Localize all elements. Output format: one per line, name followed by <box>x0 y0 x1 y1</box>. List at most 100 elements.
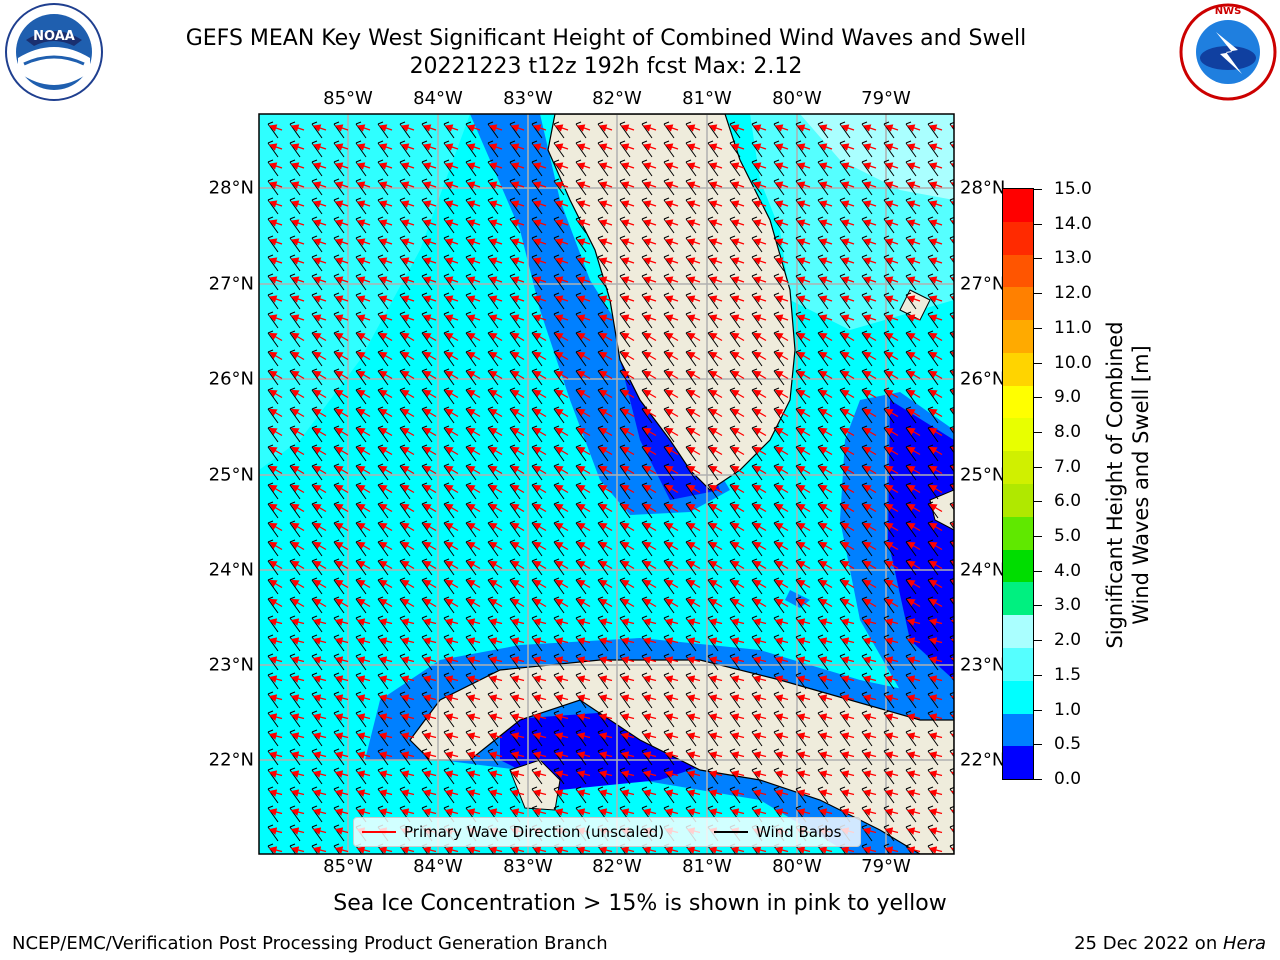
lon-tick-top: 84°W <box>413 88 463 109</box>
footer-host: Hera <box>1222 933 1266 954</box>
wave-band-2p0-atlantic <box>800 114 954 200</box>
colorbar-tick-mark <box>1034 744 1042 746</box>
colorbar-segment <box>1003 418 1033 452</box>
colorbar-tick-mark <box>1034 605 1042 607</box>
legend-red-line <box>362 831 396 833</box>
colorbar-segment <box>1003 352 1033 386</box>
footer-credit: NCEP/EMC/Verification Post Processing Pr… <box>12 933 608 954</box>
colorbar-tick-mark <box>1034 501 1042 503</box>
colorbar-segment <box>1003 189 1033 222</box>
chart-title: GEFS MEAN Key West Significant Height of… <box>185 26 1027 51</box>
colorbar-tick-label: 14.0 <box>1054 213 1092 234</box>
colorbar-segment <box>1003 287 1033 321</box>
lat-tick-right: 22°N <box>960 749 1006 771</box>
colorbar-tick-label: 10.0 <box>1054 352 1092 373</box>
colorbar-segment <box>1003 746 1033 780</box>
chart-subtitle-run: 20221223 t12z 192h fcst Max: 2.12 <box>409 54 803 79</box>
lat-tick-right: 23°N <box>960 654 1006 676</box>
colorbar-tick-mark <box>1034 674 1042 676</box>
colorbar-label-line2: Wind Waves and Swell [m] <box>1129 345 1153 625</box>
colorbar-segment <box>1003 451 1033 485</box>
lon-tick-top: 83°W <box>503 88 553 109</box>
colorbar-tick-label: 15.0 <box>1054 179 1092 199</box>
colorbar-segment <box>1003 385 1033 419</box>
colorbar-tick-mark <box>1034 223 1042 225</box>
lon-tick-top: 79°W <box>861 88 911 109</box>
lon-tick-top: 80°W <box>772 88 822 109</box>
colorbar-tick-label: 5.0 <box>1054 526 1082 547</box>
lat-tick-right: 25°N <box>960 464 1006 486</box>
colorbar-segment <box>1003 680 1033 714</box>
legend-wind-label: Wind Barbs <box>756 823 842 841</box>
colorbar-tick-mark <box>1034 709 1042 711</box>
colorbar-tick-label: 8.0 <box>1054 421 1082 442</box>
wave-band-1p5-gulf <box>259 114 470 470</box>
lat-tick-right: 26°N <box>960 368 1006 390</box>
lat-tick-left: 27°N <box>208 273 254 295</box>
lat-tick-left: 22°N <box>208 749 254 771</box>
colorbar-tick-label: 1.5 <box>1054 664 1082 685</box>
colorbar-tick-mark <box>1034 397 1042 399</box>
colorbar-segment <box>1003 549 1033 583</box>
colorbar-tick-label: 7.0 <box>1054 456 1082 477</box>
colorbar-tick-label: 2.0 <box>1054 630 1082 651</box>
colorbar-segment <box>1003 713 1033 747</box>
colorbar-segment <box>1003 221 1033 255</box>
lat-tick-right: 27°N <box>960 273 1006 295</box>
nws-logo: NWS <box>1179 3 1277 101</box>
footer-date: 25 Dec 2022 on Hera <box>1074 933 1266 954</box>
lat-tick-right: 28°N <box>960 177 1006 199</box>
colorbar-segment <box>1003 254 1033 288</box>
colorbar-tick-label: 0.5 <box>1054 734 1082 755</box>
lon-tick-bottom: 82°W <box>592 856 642 877</box>
colorbar-tick-label: 3.0 <box>1054 595 1082 616</box>
lon-tick-bottom: 80°W <box>772 856 822 877</box>
colorbar-segment <box>1003 516 1033 550</box>
lat-tick-left: 26°N <box>208 368 254 390</box>
lon-tick-bottom: 84°W <box>413 856 463 877</box>
lat-tick-right: 24°N <box>960 559 1006 581</box>
colorbar-tick-mark <box>1034 362 1042 364</box>
noaa-logo: NOAA <box>5 3 103 101</box>
footer-date-text: 25 Dec 2022 on <box>1074 933 1223 954</box>
colorbar-label: Significant Height of Combined Wind Wave… <box>1102 275 1154 695</box>
colorbar <box>1002 188 1034 780</box>
colorbar-segment <box>1003 615 1033 648</box>
colorbar-tick-label: 11.0 <box>1054 317 1092 338</box>
sea-ice-note: Sea Ice Concentration > 15% is shown in … <box>333 891 947 916</box>
colorbar-tick-mark <box>1034 570 1042 572</box>
lon-tick-bottom: 79°W <box>861 856 911 877</box>
colorbar-tick-mark <box>1034 640 1042 642</box>
legend-item-wind-barbs: Wind Barbs <box>714 823 841 841</box>
colorbar-tick-mark <box>1034 189 1042 190</box>
colorbar-tick-mark <box>1034 431 1042 433</box>
colorbar-segment <box>1003 320 1033 353</box>
lat-tick-left: 25°N <box>208 464 254 486</box>
legend-item-wave-direction: Primary Wave Direction (unscaled) <box>362 823 664 841</box>
colorbar-tick-label: 12.0 <box>1054 283 1092 304</box>
colorbar-tick-mark <box>1034 466 1042 468</box>
lon-tick-bottom: 85°W <box>323 856 373 877</box>
colorbar-label-line1: Significant Height of Combined <box>1103 321 1127 649</box>
noaa-logo-text: NOAA <box>33 29 75 44</box>
lat-tick-left: 23°N <box>208 654 254 676</box>
lat-tick-left: 28°N <box>208 177 254 199</box>
colorbar-tick-label: 4.0 <box>1054 560 1082 581</box>
lon-tick-top: 82°W <box>592 88 642 109</box>
colorbar-tick-mark <box>1034 258 1042 260</box>
colorbar-tick-mark <box>1034 536 1042 538</box>
colorbar-tick-label: 0.0 <box>1054 769 1082 789</box>
lon-tick-bottom: 81°W <box>682 856 732 877</box>
colorbar-segment <box>1003 647 1033 681</box>
colorbar-tick-mark <box>1034 779 1042 780</box>
colorbar-tick-label: 1.0 <box>1054 699 1082 720</box>
colorbar-tick-label: 9.0 <box>1054 387 1082 408</box>
legend-black-line <box>714 831 748 833</box>
colorbar-segment <box>1003 582 1033 616</box>
colorbar-tick-mark <box>1034 327 1042 329</box>
colorbar-tick-label: 13.0 <box>1054 248 1092 269</box>
colorbar-segment <box>1003 484 1033 517</box>
lon-tick-bottom: 83°W <box>503 856 553 877</box>
map-legend: Primary Wave Direction (unscaled) Wind B… <box>353 817 861 847</box>
